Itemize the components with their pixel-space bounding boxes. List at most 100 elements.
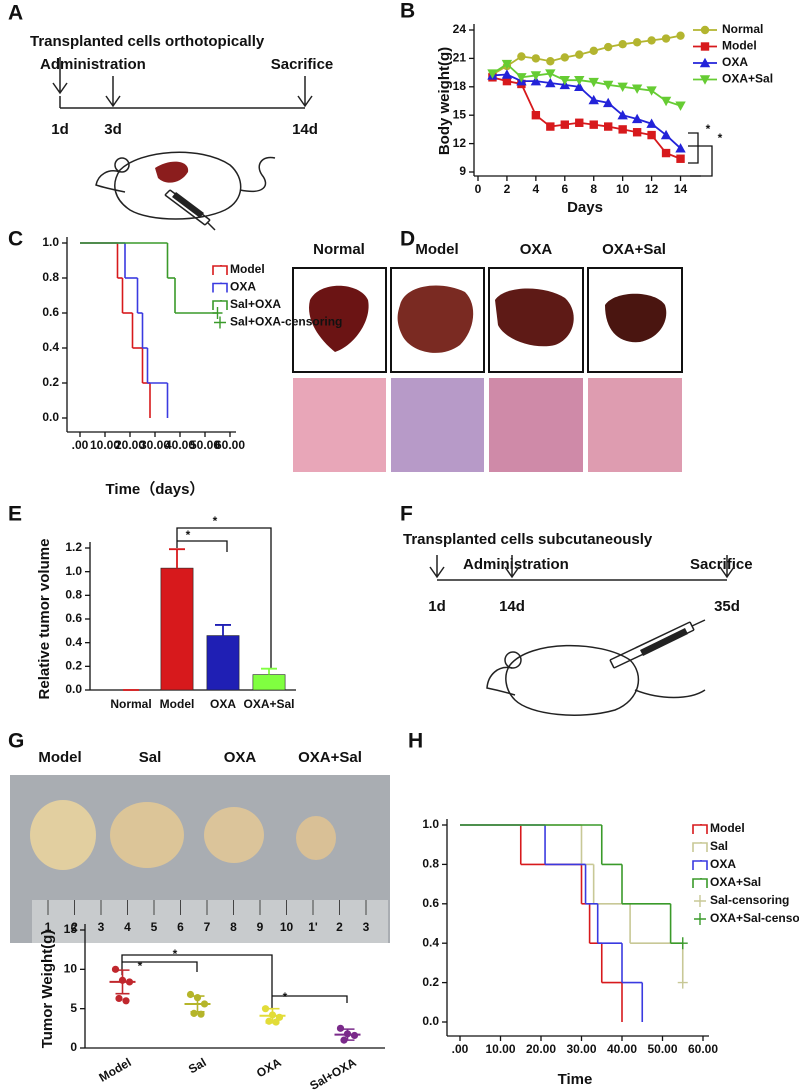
marker [660,96,672,107]
data-point [190,1009,198,1017]
x-tick-label: 40.00 [165,438,195,452]
x-tick-label: 12 [645,182,659,196]
marker [588,77,599,88]
marker [676,154,685,163]
legend-label: Model [722,39,757,53]
marker [575,50,584,59]
bar [160,567,194,691]
marker [516,73,527,83]
ruler-number: 10 [280,920,294,934]
data-point [122,997,130,1005]
group-label: Model [38,749,81,766]
marker [618,39,627,49]
legend-label: Sal+OXA-censoring [230,315,342,329]
ruler-number: 5 [151,920,158,934]
panel-label: G [8,730,24,753]
x-tick-label: 50.00 [190,438,220,452]
error-bar [190,995,205,1013]
panel-label: H [408,730,423,753]
marker [617,82,628,92]
data-point [115,994,123,1003]
marker [531,111,541,120]
y-tick-label: 0.0 [65,682,82,696]
x-tick-label: Sal+OXA [307,1055,358,1092]
panel-label: B [400,0,415,23]
y-tick-label: 0.8 [422,857,439,871]
x-tick-label: 6 [561,182,568,196]
legend-label: Sal [710,839,728,853]
y-tick-label: 0.0 [42,410,59,424]
marker [560,53,569,62]
timeline-day: 1d [428,598,446,615]
tumor [296,816,336,860]
timeline-day: 14d [499,598,525,615]
marker [661,148,671,158]
arrow [105,76,121,108]
y-tick-label: 24 [453,22,467,36]
y-tick-label: 0 [70,1040,77,1054]
legend-icon [692,878,708,888]
legend-label: OXA+Sal [710,875,761,889]
annotation: * [213,514,218,528]
legend-icon [214,316,226,329]
y-axis-label: Body weight(g) [436,47,453,155]
ruler-number: 1 [45,920,52,934]
arrow [429,555,445,579]
legend-icon [692,860,708,870]
marker [501,59,513,70]
liver [309,285,369,352]
legend-label: OXA [710,857,736,871]
legend-label: Model [710,821,745,835]
marker [502,76,512,86]
significance-bracket [688,132,713,177]
x-tick-label: 2 [504,182,511,196]
tumor [30,800,96,870]
annotation: * [138,959,143,973]
marker [530,71,542,81]
timeline-event: Sacrifice [690,556,753,573]
y-tick-label: 0.8 [65,588,82,602]
ruler-number: 7 [204,920,211,934]
histology [391,378,484,472]
marker [631,113,643,124]
legend-icon [692,842,708,852]
ruler-number: 9 [257,920,264,934]
timeline-f: Transplanted cells subcutaneously Admini… [403,531,753,716]
marker [631,84,643,94]
x-axis-label: Days [567,199,603,216]
y-tick-label: 0.0 [422,1014,439,1028]
timeline-title: Transplanted cells subcutaneously [403,531,653,548]
marker [675,101,686,111]
arrow [719,555,735,579]
significance-bracket [121,954,348,1008]
y-tick-label: 1.0 [422,817,439,831]
marker [487,69,498,79]
panel-label: C [8,228,23,251]
legend-icon [694,895,706,907]
x-axis-label: Time [558,1071,593,1088]
x-tick-label: 14 [674,182,688,196]
y-tick-label: 0.6 [42,305,59,319]
marker [545,69,556,79]
liver [495,288,574,347]
legend-icon [212,300,228,310]
error-bar [340,1028,355,1041]
x-tick-label: OXA [210,697,236,711]
timeline-event: Sacrifice [271,56,334,73]
y-tick-label: 15 [453,107,467,121]
marker [676,31,685,40]
y-tick-label: 0.2 [65,659,82,673]
x-tick-label: 50.00 [647,1042,677,1056]
bar [252,674,286,691]
legend-label: Model [230,262,265,276]
ruler-number: 1' [308,920,318,934]
group-label: Sal [139,749,162,766]
x-tick-label: Model [97,1055,134,1084]
timeline-title: Transplanted cells orthotopically [30,33,265,50]
marker [660,129,672,140]
panel-label: D [400,228,415,251]
y-tick-label: 1.0 [65,564,82,578]
censor-mark [212,307,223,319]
marker [661,34,671,43]
legend-label: OXA [722,55,748,69]
